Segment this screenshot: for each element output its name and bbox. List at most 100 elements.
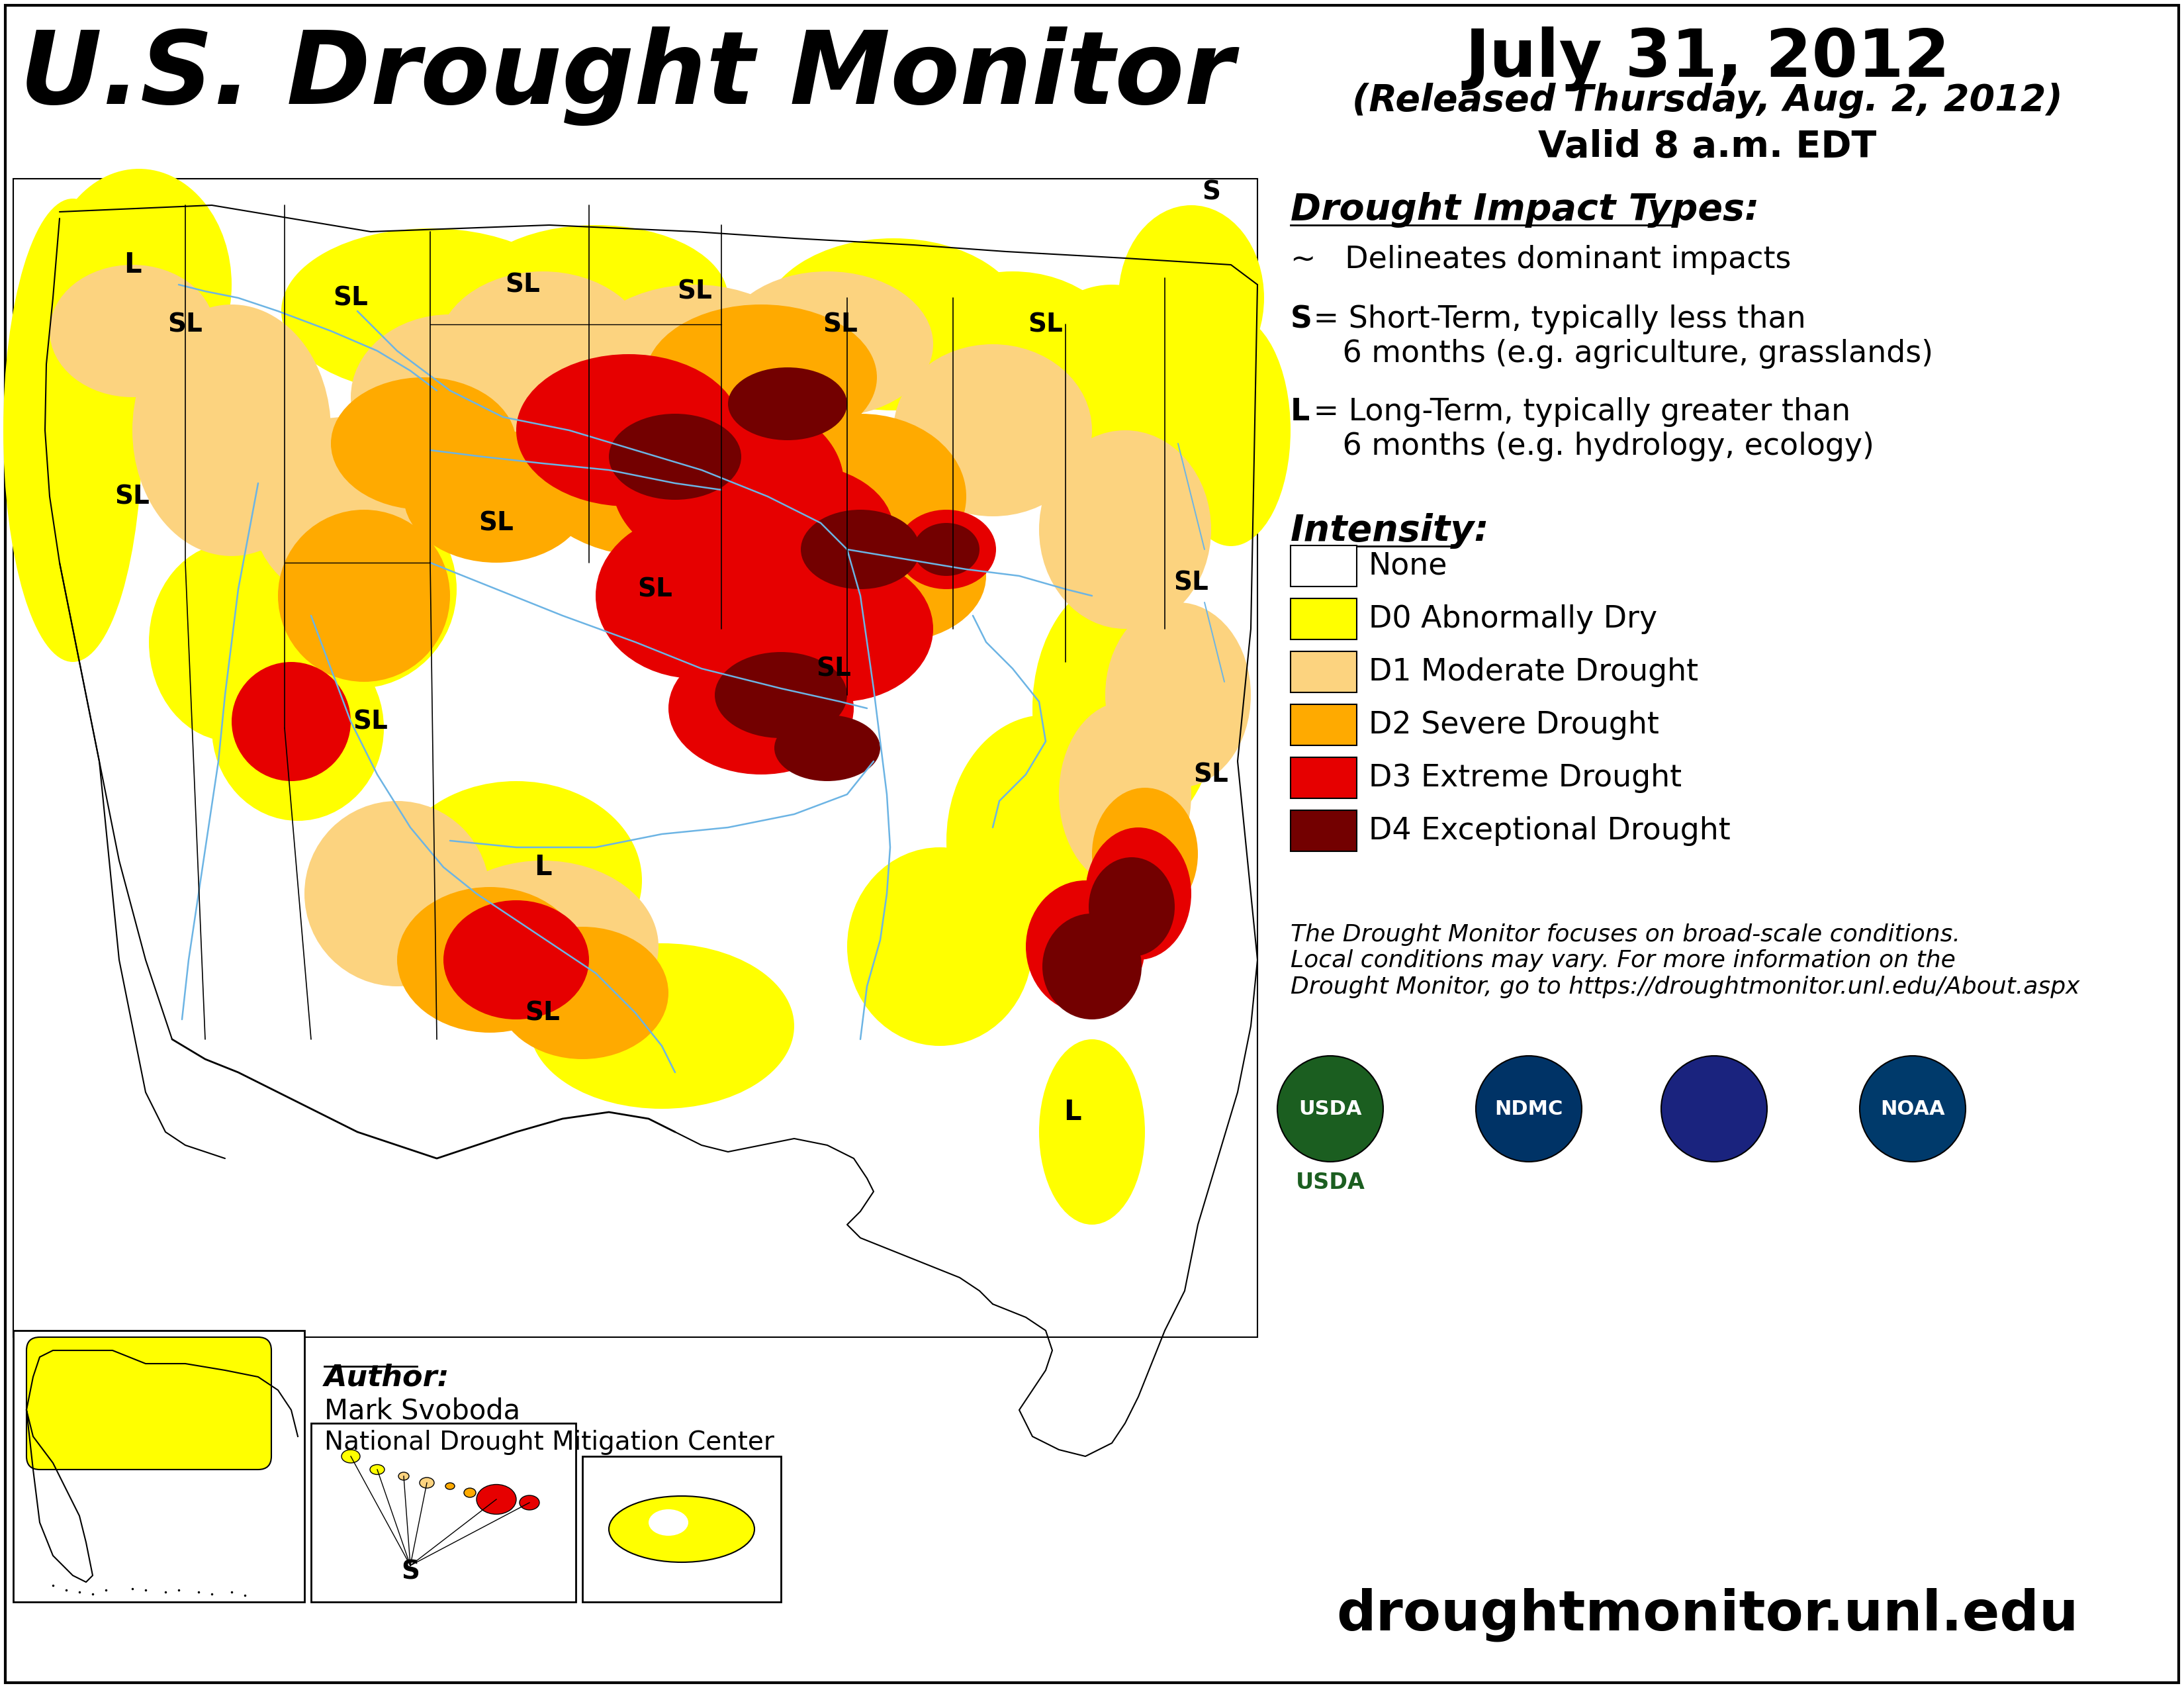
Text: Intensity:: Intensity:	[1291, 513, 1489, 549]
Text: L: L	[1291, 397, 1310, 427]
Text: L: L	[124, 252, 142, 279]
Text: D0 Abnormally Dry: D0 Abnormally Dry	[1369, 604, 1658, 633]
Ellipse shape	[437, 272, 649, 430]
Circle shape	[1476, 1055, 1581, 1161]
Text: NOAA: NOAA	[1880, 1099, 1946, 1119]
Ellipse shape	[496, 927, 668, 1058]
Ellipse shape	[570, 285, 821, 469]
Bar	[1291, 545, 1356, 586]
Text: July 31, 2012: July 31, 2012	[1465, 27, 1950, 91]
Ellipse shape	[747, 555, 933, 702]
Text: L: L	[533, 852, 553, 881]
Ellipse shape	[644, 304, 878, 451]
Ellipse shape	[446, 1482, 454, 1489]
Ellipse shape	[1040, 430, 1212, 630]
Ellipse shape	[898, 510, 996, 589]
Ellipse shape	[397, 886, 583, 1033]
Ellipse shape	[727, 368, 847, 441]
Ellipse shape	[721, 272, 933, 417]
Text: SL: SL	[638, 577, 673, 601]
Ellipse shape	[1040, 1040, 1144, 1224]
Ellipse shape	[463, 225, 727, 371]
Text: None: None	[1369, 550, 1448, 581]
Ellipse shape	[1092, 788, 1197, 920]
Text: U.S. Drought Monitor: U.S. Drought Monitor	[20, 27, 1234, 127]
Ellipse shape	[775, 716, 880, 782]
Ellipse shape	[529, 944, 795, 1109]
Circle shape	[1278, 1055, 1382, 1161]
Ellipse shape	[609, 1496, 753, 1561]
Ellipse shape	[753, 414, 965, 579]
Ellipse shape	[893, 344, 1092, 517]
Ellipse shape	[1118, 206, 1265, 390]
Bar	[1291, 599, 1356, 640]
Ellipse shape	[1059, 702, 1190, 886]
Text: SL: SL	[168, 312, 203, 338]
Ellipse shape	[463, 1489, 476, 1497]
Text: Drought Impact Types:: Drought Impact Types:	[1291, 192, 1760, 228]
Circle shape	[1861, 1055, 1966, 1161]
Ellipse shape	[1042, 913, 1142, 1020]
Ellipse shape	[522, 371, 775, 555]
Bar	[1291, 810, 1356, 851]
Ellipse shape	[258, 490, 456, 689]
Ellipse shape	[282, 228, 579, 393]
Ellipse shape	[251, 417, 437, 603]
Text: D1 Moderate Drought: D1 Moderate Drought	[1369, 657, 1699, 687]
Ellipse shape	[352, 314, 550, 479]
Text: SL: SL	[817, 657, 852, 682]
Bar	[1291, 758, 1356, 798]
Bar	[310, 1423, 577, 1602]
Ellipse shape	[341, 1450, 360, 1463]
Ellipse shape	[1088, 858, 1175, 957]
Ellipse shape	[913, 523, 978, 576]
Ellipse shape	[898, 272, 1129, 457]
Ellipse shape	[668, 641, 854, 775]
Text: S: S	[1201, 179, 1221, 204]
Ellipse shape	[369, 1465, 384, 1475]
Bar	[1291, 652, 1356, 692]
Ellipse shape	[404, 430, 590, 562]
Bar	[583, 1457, 782, 1602]
Ellipse shape	[596, 513, 795, 679]
Ellipse shape	[695, 464, 893, 596]
Text: SL: SL	[478, 510, 513, 535]
Text: Mark Svoboda: Mark Svoboda	[323, 1396, 520, 1425]
Ellipse shape	[46, 169, 232, 400]
Text: SL: SL	[354, 709, 389, 734]
Text: SL: SL	[677, 279, 712, 304]
Ellipse shape	[847, 847, 1033, 1047]
Bar	[13, 1330, 304, 1602]
Text: = Short-Term, typically less than
    6 months (e.g. agriculture, grasslands): = Short-Term, typically less than 6 mont…	[1304, 304, 1933, 368]
Text: L: L	[1064, 1099, 1081, 1126]
Ellipse shape	[520, 1496, 539, 1511]
Text: ~   Delineates dominant impacts: ~ Delineates dominant impacts	[1291, 245, 1791, 275]
Ellipse shape	[1171, 314, 1291, 547]
Ellipse shape	[1105, 603, 1251, 788]
Ellipse shape	[1085, 827, 1190, 960]
Ellipse shape	[612, 397, 843, 569]
Ellipse shape	[397, 1472, 408, 1480]
Text: droughtmonitor.unl.edu: droughtmonitor.unl.edu	[1337, 1588, 2079, 1642]
Text: NDMC: NDMC	[1494, 1099, 1564, 1119]
Ellipse shape	[515, 354, 740, 506]
Text: (Released Thursday, Aug. 2, 2012): (Released Thursday, Aug. 2, 2012)	[1352, 83, 2064, 118]
Ellipse shape	[946, 716, 1144, 967]
Ellipse shape	[714, 652, 847, 738]
Text: SL: SL	[524, 1001, 559, 1025]
Ellipse shape	[419, 1477, 435, 1489]
Text: = Long-Term, typically greater than
    6 months (e.g. hydrology, ecology): = Long-Term, typically greater than 6 mo…	[1304, 397, 1874, 461]
Ellipse shape	[133, 304, 332, 555]
Ellipse shape	[1033, 576, 1219, 841]
Text: USDA: USDA	[1295, 1171, 1365, 1193]
Ellipse shape	[4, 199, 142, 662]
Ellipse shape	[760, 238, 1026, 410]
Ellipse shape	[1020, 285, 1206, 496]
Text: The Drought Monitor focuses on broad-scale conditions.
Local conditions may vary: The Drought Monitor focuses on broad-sca…	[1291, 923, 2079, 998]
Text: SL: SL	[334, 285, 369, 311]
Ellipse shape	[802, 510, 987, 641]
FancyBboxPatch shape	[26, 1337, 271, 1470]
Ellipse shape	[675, 537, 887, 695]
Ellipse shape	[1026, 881, 1144, 1013]
Ellipse shape	[50, 265, 214, 397]
